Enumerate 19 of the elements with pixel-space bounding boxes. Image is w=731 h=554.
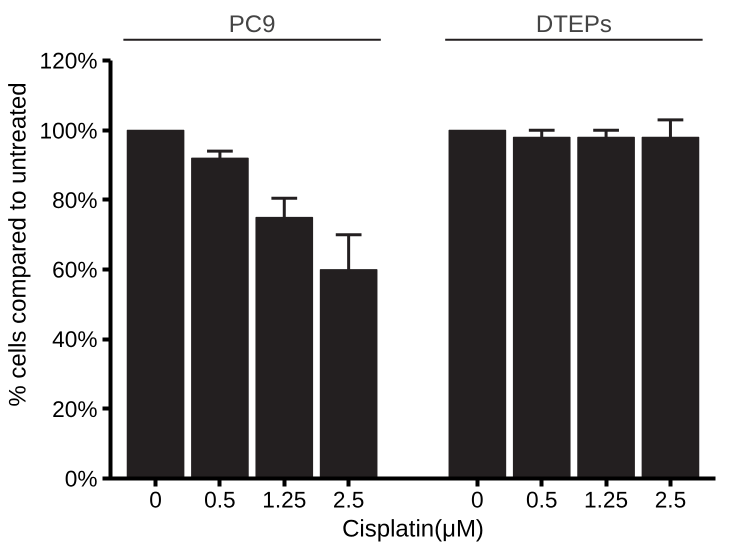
text: DTEPs xyxy=(536,10,612,38)
y-tick-label: 100% xyxy=(40,117,98,144)
x-tick-label: 0 xyxy=(471,486,484,512)
y-tick-label: 40% xyxy=(52,326,98,352)
y-tick-label: 0% xyxy=(64,466,98,492)
y-tick-label: 60% xyxy=(52,256,98,283)
x-axis-title: Cisplatin(μM) xyxy=(342,516,484,542)
x-tick-label: 0 xyxy=(149,486,162,512)
text: PC9 xyxy=(228,10,276,38)
x-tick-label: 0.5 xyxy=(204,486,236,512)
x-tick-label: 2.5 xyxy=(332,486,364,512)
x-tick-label: 2.5 xyxy=(654,486,686,512)
y-tick-label: 20% xyxy=(52,396,98,422)
y-axis-title: % cells compared to untreated xyxy=(4,82,32,407)
x-tick-label: 0.5 xyxy=(526,486,558,512)
y-tick-label: 120% xyxy=(40,48,98,74)
x-tick-label: 1.25 xyxy=(262,486,306,512)
y-tick-label: 80% xyxy=(52,186,98,213)
x-tick-label: 1.25 xyxy=(584,486,628,512)
